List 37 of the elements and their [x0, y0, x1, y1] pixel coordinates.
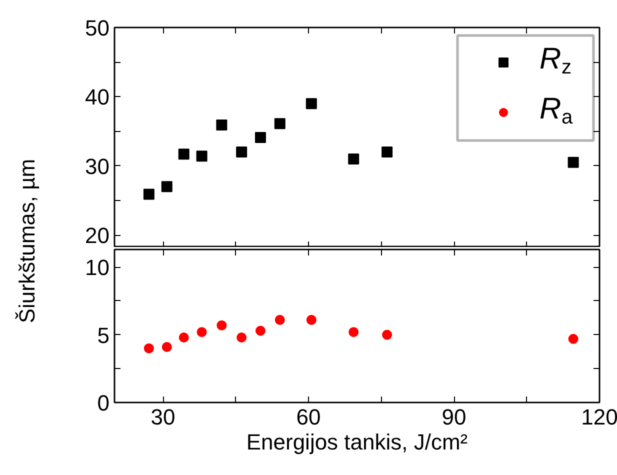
point	[568, 156, 579, 168]
x-tick-label: 60	[296, 404, 321, 430]
y-tick-label: 0	[97, 390, 110, 416]
y-axis-title: Šiurkštumas, µm	[13, 158, 40, 324]
point	[255, 326, 266, 336]
y-tick-label: 30	[85, 154, 110, 179]
point	[216, 120, 228, 131]
point	[236, 146, 248, 158]
y-tick-label: 5	[97, 322, 110, 348]
point	[236, 332, 247, 342]
x-tick-label: 90	[442, 404, 466, 430]
y-tick-label: 40	[85, 84, 110, 110]
y-tick-label: 50	[85, 16, 110, 40]
x-tick-label: 120	[581, 404, 617, 430]
point	[274, 118, 286, 130]
y-tick-label: 10	[85, 255, 110, 280]
point	[382, 146, 393, 158]
point	[348, 327, 359, 338]
point	[178, 332, 189, 342]
point	[178, 148, 190, 160]
point	[306, 314, 316, 325]
point	[254, 132, 266, 143]
point	[216, 320, 227, 330]
point	[144, 343, 154, 354]
point	[196, 150, 208, 162]
point	[274, 314, 285, 325]
point	[568, 334, 578, 344]
point	[196, 327, 207, 338]
y-tick-label: 20	[85, 223, 110, 248]
point	[162, 342, 172, 352]
point	[306, 98, 317, 110]
x-axis-title: Energijos tankis, J/cm²	[246, 430, 468, 454]
point	[161, 181, 172, 192]
point	[143, 188, 154, 200]
x-tick-label: 30	[150, 404, 176, 430]
point	[382, 330, 392, 340]
point	[348, 153, 360, 164]
